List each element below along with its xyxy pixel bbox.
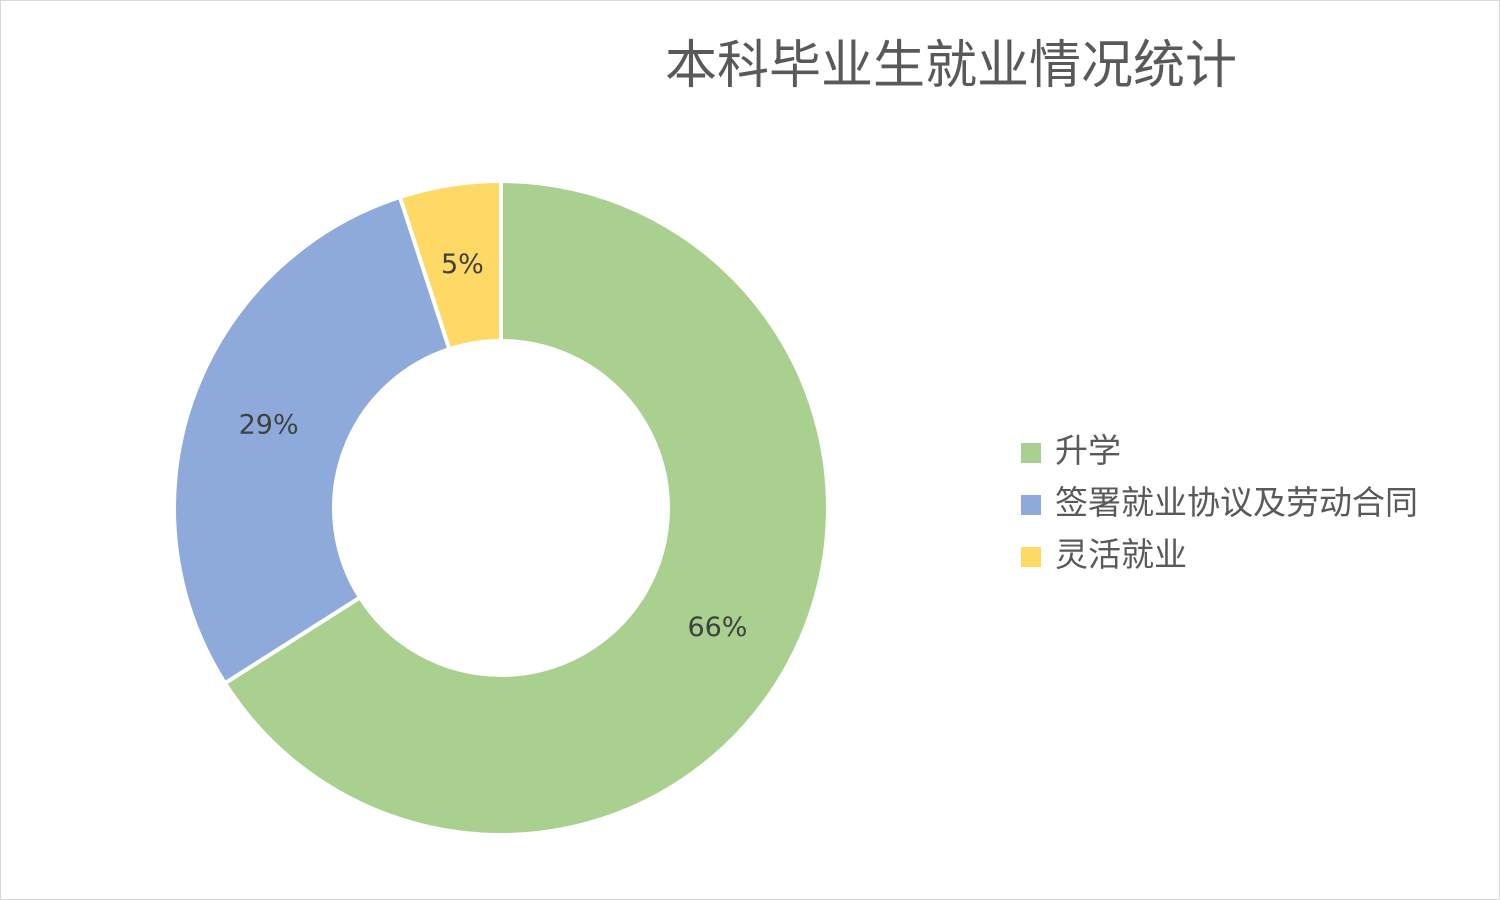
data-label: 29% — [239, 409, 299, 440]
data-label: 5% — [441, 249, 484, 280]
slice-1 — [222, 178, 830, 837]
data-label: 66% — [687, 612, 747, 643]
legend-item: 灵活就业 — [1021, 535, 1418, 575]
legend-item: 升学 — [1021, 431, 1418, 471]
chart-title: 本科毕业生就业情况统计 — [664, 36, 1237, 96]
legend-item: 签署就业协议及劳动合同 — [1021, 483, 1418, 523]
slice-2 — [172, 194, 452, 686]
slice-3 — [397, 178, 503, 352]
legend-label: 灵活就业 — [1055, 535, 1187, 574]
legend: 升学 签署就业协议及劳动合同 灵活就业 — [1021, 431, 1418, 575]
legend-label: 升学 — [1055, 431, 1121, 470]
legend-label: 签署就业协议及劳动合同 — [1055, 483, 1418, 522]
legend-swatch — [1021, 546, 1041, 567]
legend-swatch — [1021, 442, 1041, 463]
legend-swatch — [1021, 494, 1041, 515]
